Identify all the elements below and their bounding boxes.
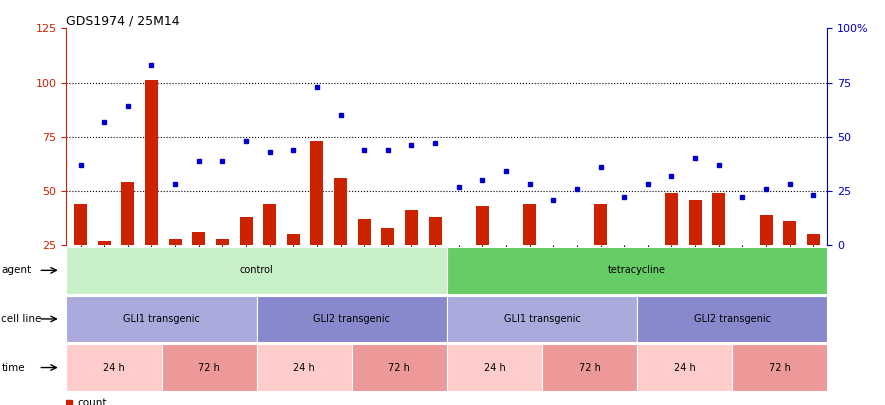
Text: 72 h: 72 h [769,362,791,373]
Text: 72 h: 72 h [198,362,220,373]
Bar [736,245,749,260]
Text: 72 h: 72 h [579,362,601,373]
Bar [405,210,418,245]
Bar [689,200,702,245]
Bar [74,204,87,245]
Text: cell line: cell line [1,314,42,324]
Text: GDS1974 / 25M14: GDS1974 / 25M14 [66,14,180,27]
Bar [311,141,323,245]
Bar [476,206,489,245]
Bar [807,234,820,245]
Bar [759,215,773,245]
Text: tetracycline: tetracycline [608,265,666,275]
Text: GLI2 transgenic: GLI2 transgenic [313,314,390,324]
Bar [547,245,560,264]
Bar [618,245,631,267]
Text: GLI1 transgenic: GLI1 transgenic [504,314,581,324]
Bar [145,80,158,245]
Bar [642,245,654,249]
Bar [594,204,607,245]
Text: GLI1 transgenic: GLI1 transgenic [123,314,200,324]
Bar [358,219,371,245]
Text: time: time [1,362,25,373]
Bar [499,245,512,252]
Bar [571,245,583,271]
Text: 72 h: 72 h [389,362,411,373]
Bar [452,245,466,262]
Bar [263,204,276,245]
Bar [192,232,205,245]
Text: 24 h: 24 h [673,362,696,373]
Text: GLI2 transgenic: GLI2 transgenic [694,314,771,324]
Text: 24 h: 24 h [103,362,125,373]
Bar [287,234,300,245]
Bar [334,178,347,245]
Bar [97,241,111,245]
Bar [121,182,135,245]
Text: 24 h: 24 h [293,362,315,373]
Text: 24 h: 24 h [483,362,505,373]
Bar [665,193,678,245]
Text: control: control [240,265,273,275]
Text: count: count [78,398,107,405]
Bar [240,217,252,245]
Bar [381,228,395,245]
Bar [428,217,442,245]
Bar [523,204,536,245]
Bar [783,221,796,245]
Bar [169,239,181,245]
Text: agent: agent [1,265,31,275]
Bar [712,193,725,245]
Bar [216,239,229,245]
